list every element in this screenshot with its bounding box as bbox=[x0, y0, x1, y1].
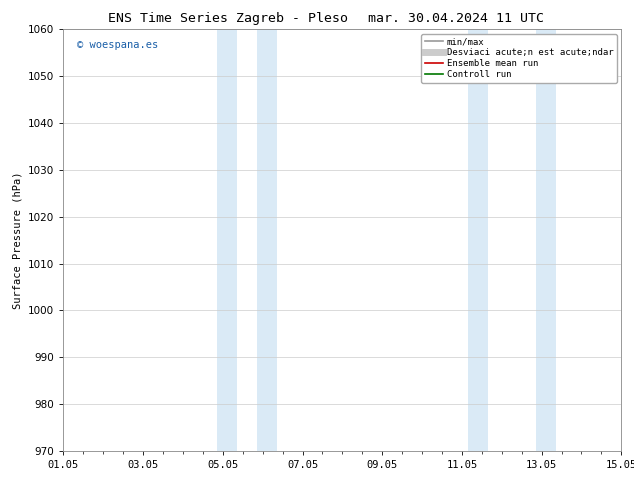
Bar bbox=[217, 29, 236, 451]
Bar bbox=[536, 29, 555, 451]
Bar bbox=[257, 29, 276, 451]
Text: © woespana.es: © woespana.es bbox=[77, 40, 158, 50]
Bar bbox=[468, 29, 488, 451]
Text: mar. 30.04.2024 11 UTC: mar. 30.04.2024 11 UTC bbox=[368, 12, 545, 25]
Text: ENS Time Series Zagreb - Pleso: ENS Time Series Zagreb - Pleso bbox=[108, 12, 348, 25]
Legend: min/max, Desviaci acute;n est acute;ndar, Ensemble mean run, Controll run: min/max, Desviaci acute;n est acute;ndar… bbox=[421, 34, 617, 82]
Y-axis label: Surface Pressure (hPa): Surface Pressure (hPa) bbox=[13, 172, 23, 309]
